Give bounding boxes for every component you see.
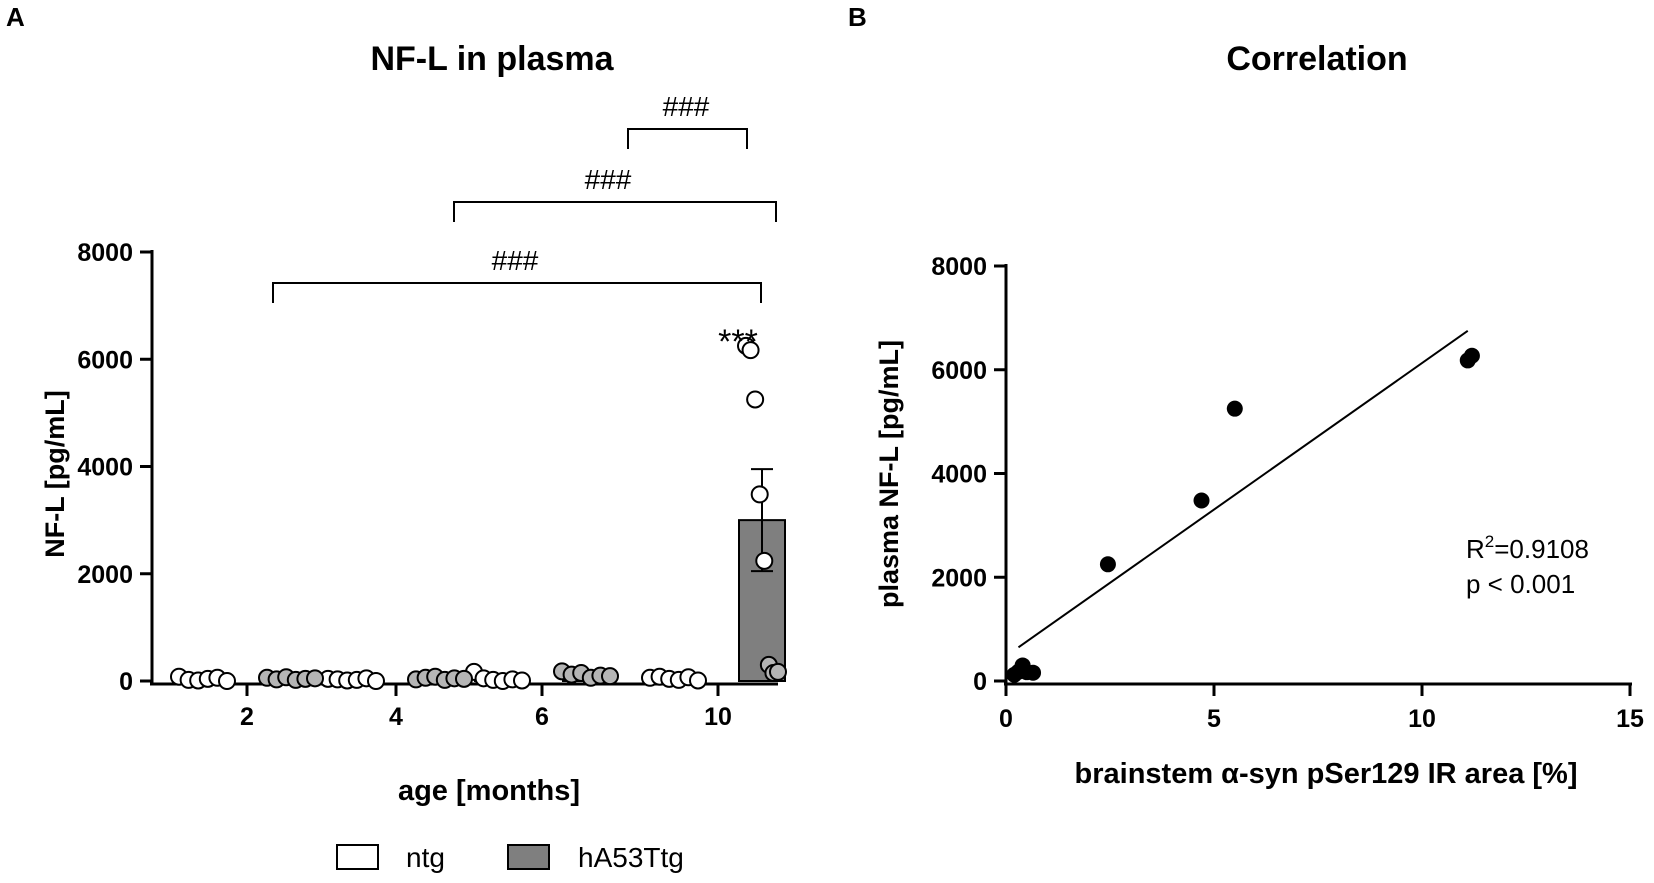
scatter-point [1099,556,1116,573]
panel-a-x-tick-label: 6 [535,703,549,731]
panel-a-y-tick-label: 6000 [77,346,133,374]
panel-b-x-label: brainstem α-syn pSer129 IR area [%] [1075,758,1578,790]
point-hA53Ttg-10 [755,551,774,570]
significance-bracket [272,282,762,303]
panel-b-x-tick-label: 10 [1408,705,1436,733]
scatter-point [1226,400,1243,417]
panel-b-y-tick-label: 6000 [931,357,987,385]
point-ntg-4 [367,672,385,690]
panel-a-y-tick-label: 4000 [77,454,133,482]
panel-b-x-tick-label: 15 [1616,705,1644,733]
panel-b-scatter-chart: B Correlation plasma NF-L [pg/mL] brains… [848,2,1644,790]
significance-bracket [453,201,777,222]
point-hA53Ttg-6 [601,667,619,686]
panel-a-y-tick-label: 8000 [77,239,133,267]
point-ntg-6 [513,671,531,690]
point-ntg-10 [689,671,707,690]
panel-a-bar-chart: A NF-L in plasma NF-L [pg/mL] age [month… [6,2,787,807]
panel-a-y-tick-label: 2000 [77,561,133,589]
legend-label-hA53Ttg: hA53Ttg [578,842,684,873]
panel-b-x-tick-label: 5 [1207,705,1221,733]
point-hA53Ttg-4 [455,669,473,688]
significance-stars: *** [718,323,758,361]
panel-a-x-tick-label: 2 [240,703,254,731]
panel-a-label: A [6,2,25,32]
scatter-point [1193,492,1210,509]
panel-a-x-tick-label: 10 [704,703,732,731]
panel-a-y-tick-label: 0 [119,668,133,696]
panel-b-label: B [848,2,867,32]
panel-b-title: Correlation [1226,40,1407,78]
point-hA53Ttg-10 [741,341,760,360]
panel-b-x-tick-label: 0 [999,705,1013,733]
significance-hash-label: ### [492,245,539,276]
r-squared-annotation: R2=0.9108 [1466,532,1589,564]
point-hA53Ttg-10 [746,390,765,409]
legend-swatch-ntg [336,844,379,870]
regression-line [1017,330,1469,649]
panel-a-y-label: NF-L [pg/mL] [40,390,70,557]
panel-b-y-tick-label: 2000 [931,564,987,592]
panel-b-y-tick-label: 0 [973,668,987,696]
panel-b-y-label: plasma NF-L [pg/mL] [874,340,904,608]
legend: ntg hA53Ttg [336,842,684,873]
panel-b-y-tick-label: 4000 [931,461,987,489]
panel-a-x-tick-label: 4 [389,703,403,731]
point-hA53Ttg-10 [769,662,787,681]
point-hA53Ttg-2 [306,669,324,688]
panel-a-x-label: age [months] [398,775,580,807]
p-value-annotation: p < 0.001 [1466,569,1575,599]
significance-hash-label: ### [585,164,632,195]
scatter-point [1025,664,1042,681]
legend-label-ntg: ntg [406,842,445,873]
point-hA53Ttg-10 [750,485,769,504]
significance-hash-label: ### [663,91,710,122]
legend-swatch-hA53Ttg [507,844,550,870]
scatter-point [1463,347,1480,364]
bar-hA53Ttg-10 [738,519,786,682]
panel-a-title: NF-L in plasma [370,40,614,78]
panel-b-y-tick-label: 8000 [931,253,987,281]
significance-bracket [627,128,748,149]
point-ntg-2 [218,672,236,690]
